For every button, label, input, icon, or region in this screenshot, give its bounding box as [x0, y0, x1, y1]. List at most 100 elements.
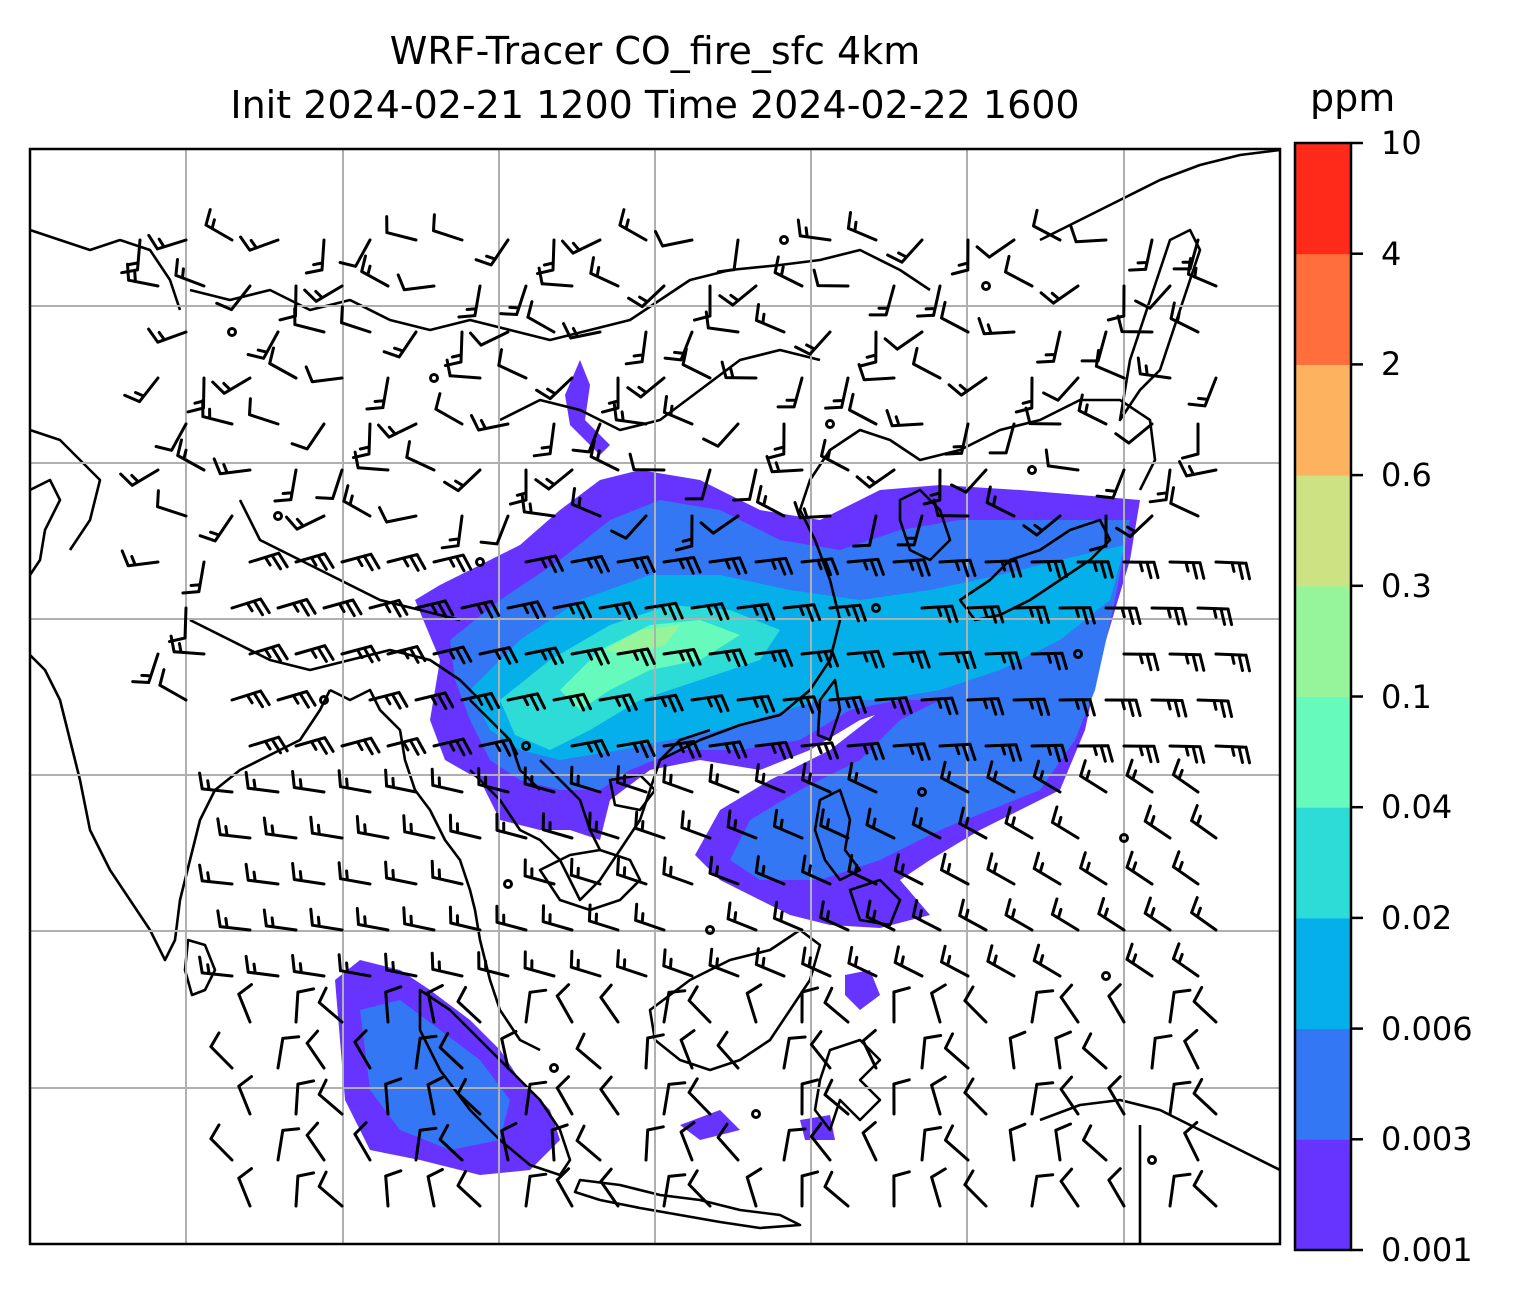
coast-japan-north: [1118, 228, 1202, 422]
colorbar-band: [1295, 364, 1351, 476]
wind-barb: [966, 605, 1005, 624]
wind-barb: [654, 230, 694, 248]
wind-barb: [1008, 1122, 1027, 1162]
wind-barb: [198, 771, 234, 794]
wind-barb: [800, 557, 840, 577]
wind-barb: [294, 736, 335, 755]
wind-barb: [443, 468, 482, 493]
wind-barb: [338, 238, 372, 268]
wind-barb: [570, 555, 610, 574]
wind-barb: [716, 1030, 740, 1070]
wind-barb: [599, 983, 620, 1024]
plume-patch-borneo: [845, 970, 880, 1010]
wind-barb: [975, 238, 1016, 259]
wind-barb: [1039, 284, 1080, 305]
wind-barb: [828, 695, 867, 715]
wind-barb: [176, 438, 206, 472]
wind-barb: [337, 953, 372, 978]
wind-barb: [276, 1127, 301, 1162]
coast-sumatra: [418, 988, 572, 1177]
wind-barb: [628, 452, 666, 472]
wind-barb: [886, 238, 924, 264]
wind-barb: [1042, 376, 1080, 402]
wind-barb: [718, 284, 758, 307]
wind-barb: [892, 742, 931, 761]
wind-barb: [569, 857, 602, 886]
wind-barb: [1122, 560, 1160, 580]
wind-barb: [820, 438, 850, 472]
wind-barb: [305, 1029, 326, 1070]
wind-barb: [1097, 897, 1126, 932]
wind-barb: [524, 988, 548, 1024]
wind-barb: [353, 1121, 372, 1162]
wind-barb: [294, 987, 316, 1024]
wind-barb: [1044, 448, 1080, 472]
wind-barb: [950, 238, 970, 276]
wind-barb: [237, 1167, 253, 1208]
wind-barb: [1054, 1122, 1072, 1162]
wind-barb: [616, 857, 648, 886]
wind-barb: [524, 1080, 548, 1116]
wind-barb: [963, 1169, 988, 1208]
wind-barb: [986, 852, 1016, 886]
coast-korea: [898, 488, 952, 562]
wind-barb: [938, 558, 977, 578]
coast-india: [30, 478, 332, 962]
wind-barb: [1030, 559, 1068, 579]
wind-barb: [248, 735, 289, 755]
wind-barb: [1125, 758, 1154, 794]
wind-barb: [1036, 330, 1062, 364]
wind-barb: [365, 376, 390, 411]
wind-barb: [396, 273, 436, 292]
wind-barb: [796, 218, 832, 242]
wind-barb: [754, 763, 786, 794]
colorbar-band: [1295, 253, 1351, 365]
wind-barb: [868, 284, 896, 317]
wind-barb: [920, 1126, 943, 1162]
wind-barb: [674, 514, 694, 552]
wind-barb: [610, 514, 648, 540]
wind-barb: [911, 807, 942, 840]
wind-barb: [1143, 896, 1172, 932]
wind-barb: [708, 855, 740, 886]
wind-barb: [304, 365, 344, 384]
wind-barb: [599, 1167, 620, 1208]
wind-barb-calm: [981, 281, 991, 291]
wind-barb: [340, 305, 372, 334]
colorbar-tick-label: 2: [1381, 345, 1402, 384]
wind-barb: [426, 984, 444, 1024]
wind-barb: [244, 954, 280, 978]
wind-barb: [294, 1171, 316, 1208]
coast-borneo: [648, 928, 822, 1072]
wind-barb: [708, 947, 740, 978]
wind-barb: [616, 739, 656, 759]
wind-barb: [340, 644, 381, 664]
colorbar-tick-label: 0.003: [1381, 1120, 1473, 1159]
wind-barb: [340, 552, 381, 572]
wind-barb: [268, 346, 298, 380]
wind-barb: [662, 856, 694, 886]
wind-barb: [966, 697, 1005, 716]
wind-barb: [616, 647, 656, 667]
wind-barb: [587, 903, 620, 932]
wind-barb: [1032, 943, 1062, 978]
wind-barb: [1030, 1081, 1055, 1116]
wind-barb: [1169, 301, 1200, 334]
wind-barb-calm: [227, 327, 237, 337]
wind-barb: [892, 1078, 911, 1116]
colorbar-tick-label: 0.1: [1381, 677, 1432, 716]
wind-barb: [1168, 744, 1206, 764]
wind-barb: [1012, 697, 1051, 717]
wind-barb: [782, 603, 822, 622]
wind-barb: [726, 901, 758, 932]
wind-barb: [1116, 314, 1154, 334]
wind-barb: [1107, 1167, 1126, 1208]
wind-barb: [616, 765, 648, 794]
wind-barb: [209, 1123, 234, 1162]
wind-barb: [690, 694, 730, 713]
wind-barb: [754, 648, 794, 668]
wind-barb: [599, 1075, 620, 1116]
wind-barb: [174, 258, 206, 288]
wind-barb: [1080, 330, 1108, 363]
coast-gulf-thailand: [538, 848, 642, 912]
